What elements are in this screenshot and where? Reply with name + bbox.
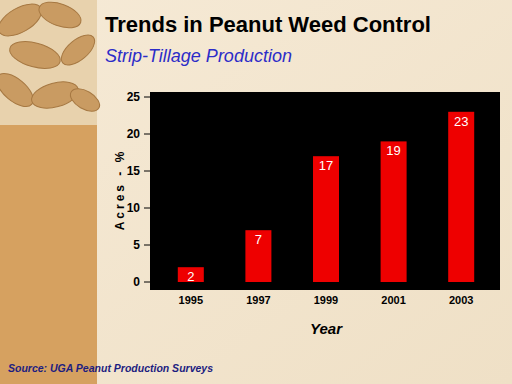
y-axis-label: Acres - % bbox=[113, 149, 127, 231]
bar bbox=[245, 230, 271, 282]
bar bbox=[313, 156, 339, 282]
y-tick-label: 20 bbox=[127, 127, 141, 141]
x-tick-label: 2001 bbox=[381, 294, 405, 306]
peanut bbox=[7, 37, 63, 74]
x-tick-label: 1995 bbox=[179, 294, 203, 306]
background bbox=[0, 0, 512, 384]
x-axis-label: Year bbox=[310, 320, 343, 337]
chart: Trends in Peanut Weed Control Strip-Tilla… bbox=[0, 0, 512, 384]
y-tick bbox=[144, 171, 150, 172]
peanut bbox=[36, 0, 85, 33]
y-tick bbox=[144, 208, 150, 209]
page: {"chart_data": {"type": "bar", "title": … bbox=[0, 0, 512, 384]
subtitle: Strip-Tillage Production bbox=[105, 46, 292, 66]
y-tick-label: 0 bbox=[133, 275, 140, 289]
plot-background bbox=[150, 92, 500, 290]
y-tick bbox=[144, 282, 150, 283]
x-tick-label: 1999 bbox=[314, 294, 338, 306]
y-tick-label: 25 bbox=[127, 90, 141, 104]
data-label: 19 bbox=[386, 143, 400, 158]
bars bbox=[178, 112, 474, 282]
data-label: 2 bbox=[187, 269, 194, 284]
bar bbox=[381, 141, 407, 282]
x-tick-label: 1997 bbox=[246, 294, 270, 306]
source-note: Source: UGA Peanut Production Surveys bbox=[8, 362, 213, 374]
x-tick-label: 2003 bbox=[449, 294, 473, 306]
y-tick-label: 10 bbox=[127, 201, 141, 215]
data-label: 7 bbox=[255, 232, 262, 247]
y-tick-label: 5 bbox=[133, 238, 140, 252]
peanut bbox=[67, 84, 104, 116]
peanut bbox=[56, 29, 99, 70]
y-tick bbox=[144, 97, 150, 98]
bar bbox=[448, 112, 474, 282]
data-label: 23 bbox=[454, 114, 468, 129]
title: Trends in Peanut Weed Control bbox=[105, 12, 431, 37]
data-label: 17 bbox=[319, 158, 333, 173]
peanut bbox=[0, 67, 39, 112]
y-tick bbox=[144, 245, 150, 246]
peanut-decoration bbox=[0, 0, 103, 125]
y-tick bbox=[144, 134, 150, 135]
y-tick-label: 15 bbox=[127, 164, 141, 178]
